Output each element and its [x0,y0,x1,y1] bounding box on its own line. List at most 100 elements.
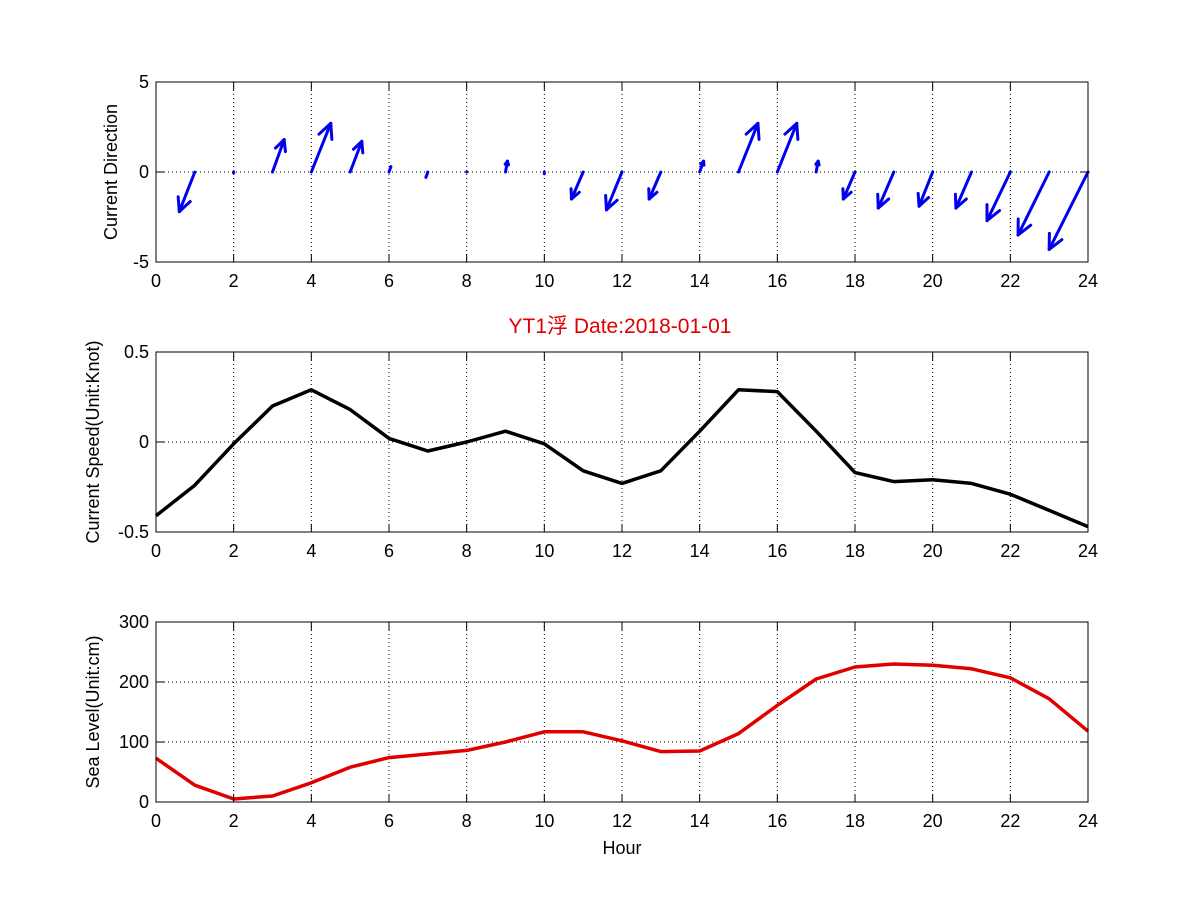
x-tick-label: 4 [306,811,316,831]
arrow-shaft [737,121,760,174]
y-tick-label: -0.5 [118,522,149,542]
arrow-head [351,139,364,151]
arrow-shaft [177,170,197,214]
x-tick-label: 2 [229,811,239,831]
x-tick-label: 14 [690,541,710,561]
x-tick-label: 10 [534,541,554,561]
x-tick-label: 24 [1078,811,1098,831]
arrow-head [647,190,659,201]
x-tick-label: 18 [845,811,865,831]
arrow-head [795,121,800,141]
direction-arrow [775,121,800,174]
arrow-head [953,192,958,210]
arrow-shaft [348,139,364,174]
direction-arrow [569,170,585,201]
x-tick-label: 8 [462,541,472,561]
arrow-shaft [917,170,935,208]
arrow-head [282,138,287,154]
arrow-shaft [604,170,624,212]
direction-arrow [814,159,821,174]
arrow-head [954,197,968,210]
x-tick-label: 14 [690,811,710,831]
chart-title: YT1浮 Date:2018-01-01 [509,315,732,338]
x-tick-label: 8 [462,271,472,291]
x-tick-label: 8 [462,811,472,831]
arrow-head [176,195,181,214]
x-tick-label: 24 [1078,271,1098,291]
arrow-shaft [1047,170,1090,251]
arrow-head [699,159,706,166]
arrow-shaft [985,170,1012,223]
y-axis-label: Sea Level(Unit:cm) [83,635,103,788]
x-tick-label: 16 [767,541,787,561]
direction-arrow [503,159,510,174]
x-tick-label: 20 [923,541,943,561]
arrow-head [329,121,334,141]
x-tick-label: 16 [767,811,787,831]
arrow-head [604,198,619,212]
x-tick-label: 18 [845,541,865,561]
x-tick-label: 0 [151,541,161,561]
arrow-shaft [775,121,799,174]
x-tick-label: 0 [151,811,161,831]
arrow-head [1016,223,1033,237]
arrow-head [876,192,880,210]
y-axis-label: Current Speed(Unit:Knot) [83,340,103,543]
x-tick-label: 2 [229,541,239,561]
y-axis-label: Current Direction [101,104,121,240]
x-tick-label: 10 [534,271,554,291]
y-tick-label: 0 [139,432,149,452]
arrow-shaft [387,165,393,174]
x-tick-label: 20 [923,271,943,291]
y-tick-label: 100 [119,732,149,752]
arrow-shaft [1016,170,1051,237]
x-tick-label: 10 [534,811,554,831]
arrow-head [744,121,760,136]
direction-arrow [604,170,624,212]
sea-level-line [155,662,1090,801]
arrow-shaft [424,170,430,179]
direction-arrow [953,170,973,210]
current-speed-line [154,388,1089,529]
arrow-head [274,138,286,150]
x-tick-label: 12 [612,541,632,561]
x-tick-label: 12 [612,811,632,831]
y-tick-label: 300 [119,612,149,632]
arrow-head [177,199,192,214]
x-tick-label: 22 [1000,541,1020,561]
arrow-shaft [309,121,333,174]
direction-arrow [985,170,1012,223]
arrow-head [1047,238,1064,251]
direction-arrow [1047,170,1090,251]
x-tick-label: 24 [1078,541,1098,561]
y-tick-label: 0 [139,162,149,182]
arrow-shaft [570,170,585,201]
arrow-shaft [954,170,973,210]
y-tick-label: 0 [139,792,149,812]
arrow-head [503,159,509,166]
arrow-head [985,209,1002,223]
x-tick-label: 0 [151,271,161,291]
arrow-head [604,194,608,212]
x-tick-label: 14 [690,271,710,291]
x-tick-label: 4 [306,541,316,561]
x-tick-label: 2 [229,271,239,291]
arrow-shaft [876,170,896,210]
x-tick-label: 18 [845,271,865,291]
direction-arrow [387,165,393,174]
arrow-shaft [647,170,663,201]
x-tick-label: 6 [384,811,394,831]
y-tick-label: 200 [119,672,149,692]
direction-arrow [424,170,430,179]
y-tick-label: 5 [139,72,149,92]
direction-arrow [737,121,761,174]
arrow-head [876,197,891,210]
x-tick-label: 4 [306,271,316,291]
direction-arrow [876,170,896,210]
direction-arrow [309,121,334,174]
direction-arrow [698,159,706,174]
